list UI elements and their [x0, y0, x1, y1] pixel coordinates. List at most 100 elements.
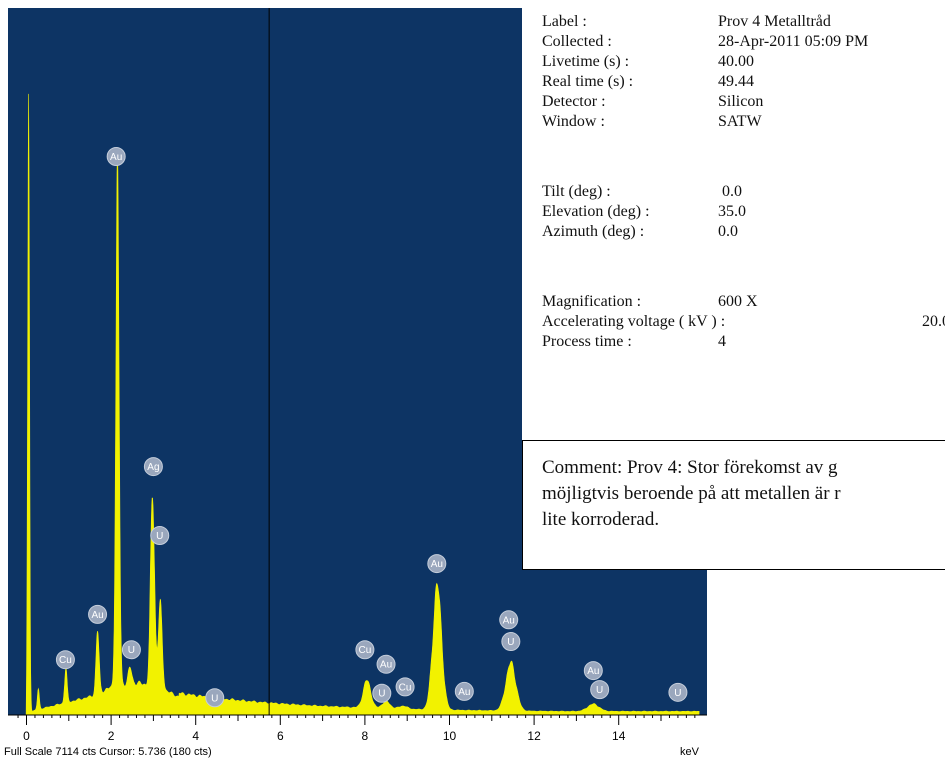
- peak-label-text: U: [507, 637, 514, 648]
- info-value: 35.0: [718, 203, 746, 220]
- x-tick-label: 14: [612, 729, 626, 743]
- peak-label-au: Au: [106, 146, 126, 166]
- info-label: Window :: [542, 113, 605, 130]
- full-scale-readout: Full Scale 7114 cts Cursor: 5.736 (180 c…: [4, 746, 212, 758]
- info-value: Prov 4 Metalltråd: [718, 13, 831, 30]
- peak-label-u: U: [205, 688, 225, 708]
- x-tick-label: 0: [23, 729, 30, 743]
- peak-label-text: U: [156, 531, 163, 542]
- peak-label-bubble: [583, 661, 603, 681]
- peak-label-text: U: [128, 645, 135, 656]
- peak-label-bubble: [205, 688, 225, 708]
- peak-label-text: Au: [110, 152, 122, 163]
- info-row: Collected : 28-Apr-2011 05:09 PM: [542, 32, 868, 52]
- peak-label-u: U: [501, 632, 521, 652]
- comment-text: Comment: Prov 4: Stor förekomst av g möj…: [542, 455, 945, 533]
- peak-label-bubble: [143, 457, 163, 477]
- info-row: Label : Prov 4 Metalltråd: [542, 12, 831, 32]
- peak-label-au: Au: [88, 604, 108, 624]
- peak-label-au: Au: [376, 654, 396, 674]
- comment-box: Comment: Prov 4: Stor förekomst av g möj…: [522, 440, 945, 570]
- peak-label-text: Au: [431, 559, 443, 570]
- info-value: 600 X: [718, 293, 758, 310]
- peak-label-cu: Cu: [55, 650, 75, 670]
- info-row: Elevation (deg) : 35.0: [542, 202, 746, 222]
- peak-label-bubble: [121, 640, 141, 660]
- info-row: Tilt (deg) : 0.0: [542, 182, 742, 202]
- info-row: Azimuth (deg) : 0.0: [542, 222, 738, 242]
- info-label: Label :: [542, 13, 587, 30]
- info-label: Livetime (s) :: [542, 53, 630, 70]
- comment-line: Comment: Prov 4: Stor förekomst av g: [542, 457, 838, 478]
- peak-label-au: Au: [427, 554, 447, 574]
- comment-line: möjligtvis beroende på att metallen är r: [542, 483, 841, 504]
- info-value: SATW: [718, 113, 762, 130]
- info-label: Detector :: [542, 93, 606, 110]
- peak-label-bubble: [499, 610, 519, 630]
- info-row: Detector : Silicon: [542, 92, 763, 112]
- x-tick-label: 2: [108, 729, 115, 743]
- info-row: Process time : 4: [542, 332, 726, 352]
- x-axis-ticks: 0 2 4 6 8 10 12 14: [17, 715, 696, 743]
- peak-label-text: U: [674, 688, 681, 699]
- peak-label-cu: Cu: [395, 677, 415, 697]
- peak-labels: Au Ag U Au U Cu U Cu Au U Cu Au Au Au U Au U U: [55, 146, 688, 708]
- comment-line: lite korroderad.: [542, 509, 660, 530]
- peak-label-text: Cu: [399, 682, 412, 693]
- info-label: Elevation (deg) :: [542, 203, 650, 220]
- x-tick-label: 12: [527, 729, 541, 743]
- peak-label-text: Au: [458, 687, 470, 698]
- peak-label-bubble: [106, 146, 126, 166]
- info-row: Real time (s) : 49.44: [542, 72, 754, 92]
- info-value: 0.0: [718, 223, 738, 240]
- info-row: Accelerating voltage ( kV ) : 20.00: [542, 312, 945, 332]
- peak-label-bubble: [150, 525, 170, 545]
- peak-label-text: Cu: [59, 655, 72, 666]
- spectrum-fill: [13, 93, 700, 716]
- peak-label-bubble: [590, 680, 610, 700]
- peak-label-text: U: [211, 693, 218, 704]
- peak-label-u: U: [150, 525, 170, 545]
- peak-label-bubble: [668, 682, 688, 702]
- peak-label-text: Au: [91, 610, 103, 621]
- info-value: 40.00: [718, 53, 754, 70]
- info-label: Azimuth (deg) :: [542, 223, 645, 240]
- spectrum-area: [13, 93, 700, 716]
- x-tick-label: 4: [192, 729, 199, 743]
- peak-label-text: Cu: [359, 645, 372, 656]
- peak-label-cu: Cu: [355, 640, 375, 660]
- info-value: 20.00: [922, 313, 945, 330]
- peak-label-text: U: [596, 685, 603, 696]
- peak-label-u: U: [372, 683, 392, 703]
- peak-label-text: Au: [587, 666, 599, 677]
- info-value: 4: [718, 333, 726, 350]
- peak-label-text: Ag: [147, 462, 159, 473]
- info-row: Magnification : 600 X: [542, 292, 758, 312]
- peak-label-bubble: [427, 554, 447, 574]
- peak-label-text: U: [378, 689, 385, 700]
- info-label: Real time (s) :: [542, 73, 634, 90]
- info-label: Tilt (deg) :: [542, 183, 611, 200]
- info-label: Magnification :: [542, 293, 642, 310]
- peak-label-bubble: [376, 654, 396, 674]
- peak-label-text: Au: [503, 615, 515, 626]
- info-row: Window : SATW: [542, 112, 762, 132]
- info-value: 0.0: [718, 183, 742, 200]
- x-tick-label: 10: [443, 729, 457, 743]
- peak-label-u: U: [121, 640, 141, 660]
- peak-label-u: U: [668, 682, 688, 702]
- peak-label-text: Au: [380, 660, 392, 671]
- x-tick-label: 8: [362, 729, 369, 743]
- info-value: Silicon: [718, 93, 764, 110]
- info-row: Livetime (s) : 40.00: [542, 52, 754, 72]
- peak-label-u: U: [590, 680, 610, 700]
- info-label: Process time :: [542, 333, 632, 350]
- peak-label-bubble: [355, 640, 375, 660]
- x-tick-label: 6: [277, 729, 284, 743]
- peak-label-ag: Ag: [143, 457, 163, 477]
- peak-label-bubble: [88, 604, 108, 624]
- peak-label-bubble: [55, 650, 75, 670]
- info-label: Accelerating voltage ( kV ) :: [542, 313, 726, 330]
- peak-label-au: Au: [583, 661, 603, 681]
- peak-label-bubble: [372, 683, 392, 703]
